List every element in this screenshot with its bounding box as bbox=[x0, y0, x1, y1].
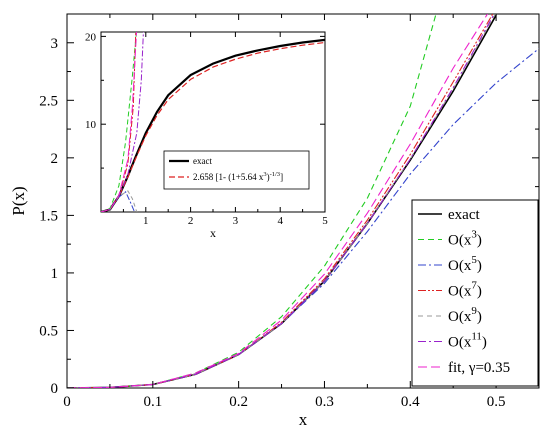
inset-x-tick-label: 5 bbox=[322, 215, 328, 227]
legend-sup: 3 bbox=[263, 171, 266, 178]
legend-text: O(x bbox=[448, 233, 472, 249]
legend-sup: 7 bbox=[471, 280, 477, 292]
inset-legend-label: exact bbox=[193, 156, 212, 166]
main-x-tick-label: 0.4 bbox=[401, 394, 420, 410]
inset-series-line-4 bbox=[101, 32, 137, 212]
main-y-tick-label: 3 bbox=[51, 36, 59, 52]
main-legend-label: O(x3) bbox=[448, 229, 482, 249]
inset-series-line-2 bbox=[101, 32, 137, 212]
main-y-tick-label: 2.5 bbox=[39, 93, 58, 109]
main-legend-label: O(x11) bbox=[448, 331, 487, 351]
main-x-tick-label: 0 bbox=[63, 394, 71, 410]
legend-sup: 9 bbox=[471, 305, 477, 317]
legend-text: O(x bbox=[448, 258, 472, 274]
main-y-tick-label: 2 bbox=[51, 151, 59, 167]
legend-sup2: -1/3 bbox=[270, 171, 280, 178]
inset-legend-box bbox=[163, 150, 310, 190]
inset-y-tick-label: 20 bbox=[85, 31, 97, 43]
legend-sup: 3 bbox=[471, 229, 477, 241]
inset-legend-label: 2.658 [1- (1+5.64 x3)-1/3] bbox=[193, 171, 283, 182]
legend-close: ] bbox=[280, 172, 283, 182]
main-y-tick-label: 1.5 bbox=[39, 208, 58, 224]
main-plot-frame bbox=[66, 13, 540, 389]
inset-background bbox=[85, 20, 335, 242]
main-legend-box bbox=[411, 199, 539, 387]
legend-text: fit, γ=0.35 bbox=[448, 360, 510, 376]
legend-close: ) bbox=[477, 309, 482, 325]
main-x-tick-label: 0.3 bbox=[315, 394, 334, 410]
main-x-axis-label: x bbox=[299, 410, 308, 429]
main-y-axis-label: P(x) bbox=[9, 186, 28, 215]
main-legend-label: exact bbox=[448, 207, 480, 223]
main-y-tick-label: 0 bbox=[51, 381, 59, 397]
main-x-tick-label: 0.2 bbox=[229, 394, 248, 410]
main-legend-label: O(x5) bbox=[448, 254, 482, 274]
inset-x-axis-label: x bbox=[210, 226, 216, 240]
main-series-line-2 bbox=[67, 48, 539, 388]
main-legend-label: fit, γ=0.35 bbox=[448, 360, 510, 376]
inset-y-tick-label: 10 bbox=[85, 119, 97, 131]
legend-text: O(x bbox=[448, 309, 472, 325]
main-series-line-3 bbox=[67, 14, 494, 388]
legend-text: 2.658 [1- (1+5.64 x bbox=[193, 172, 264, 182]
inset-x-tick-label: 3 bbox=[233, 215, 239, 227]
inset-x-tick-label: 4 bbox=[277, 215, 283, 227]
main-series-group bbox=[67, 14, 539, 388]
legend-close: ) bbox=[477, 258, 482, 274]
legend-text: exact bbox=[448, 207, 480, 223]
main-legend-label: O(x9) bbox=[448, 305, 482, 325]
main-x-tick-label: 0.5 bbox=[487, 394, 506, 410]
legend-text: O(x bbox=[448, 284, 472, 300]
inset-series-group bbox=[101, 32, 325, 212]
legend-sup: 11 bbox=[471, 331, 482, 343]
legend-sup: 5 bbox=[471, 254, 477, 266]
inset-x-tick-label: 2 bbox=[188, 215, 194, 227]
inset-series-line-6 bbox=[101, 32, 144, 212]
legend-close: ) bbox=[482, 335, 487, 351]
legend-text: O(x bbox=[448, 335, 472, 351]
main-legend-label: O(x7) bbox=[448, 280, 482, 300]
main-plot: 0 0.1 0.2 0.3 0.4 0.5 0 0.5 1 1.5 2 2.5 3 x P(x) exact O… bbox=[9, 13, 540, 429]
legend-close: ) bbox=[477, 284, 482, 300]
main-series-line-6 bbox=[67, 14, 488, 388]
legend-close: ) bbox=[477, 233, 482, 249]
inset-series-line-7 bbox=[101, 32, 138, 212]
main-y-tick-label: 1 bbox=[51, 266, 59, 282]
main-y-tick-label: 0.5 bbox=[39, 323, 58, 339]
inset-legend: exact 2.658 [1- (1+5.64 x3)-1/3] bbox=[163, 150, 310, 190]
inset-x-tick-label: 1 bbox=[143, 215, 149, 227]
legend-mid: ) bbox=[267, 172, 270, 182]
main-x-tick-label: 0.1 bbox=[143, 394, 162, 410]
legend-text: exact bbox=[193, 156, 212, 166]
